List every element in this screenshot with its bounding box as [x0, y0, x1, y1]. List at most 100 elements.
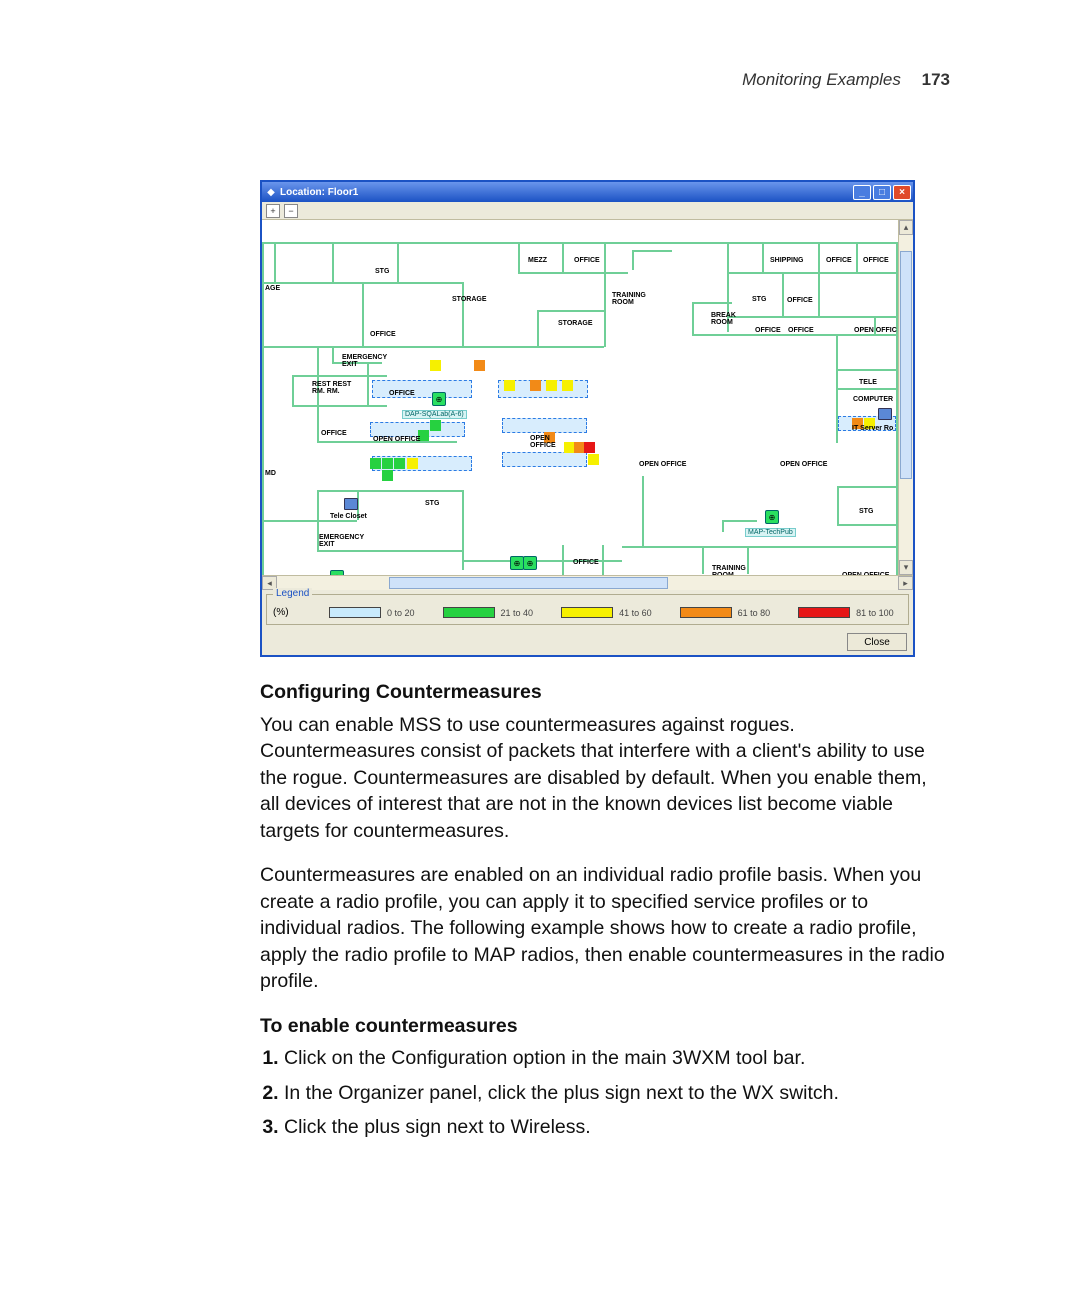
room-label: OFFICE	[389, 390, 415, 397]
legend-swatch	[561, 607, 613, 618]
room-label: TELE	[859, 379, 877, 386]
legend-item: 0 to 20	[329, 607, 415, 618]
wall	[692, 334, 898, 336]
heat-cell	[530, 380, 541, 391]
maximize-button[interactable]: □	[873, 185, 891, 200]
wall	[836, 369, 896, 371]
room-label: EMERGENCY EXIT	[342, 354, 387, 368]
wall	[632, 250, 634, 270]
wall	[562, 545, 564, 575]
floor-map[interactable]: MEZZOFFICESHIPPINGOFFICEOFFICESTGAGESTOR…	[262, 220, 913, 575]
zoom-in-icon[interactable]: +	[266, 204, 280, 218]
wall	[727, 316, 897, 318]
wall	[317, 490, 462, 492]
room-label: STG	[375, 268, 389, 275]
wall	[362, 284, 364, 346]
close-icon[interactable]: ×	[893, 185, 911, 200]
legend-label: 21 to 40	[501, 608, 534, 618]
page-number: 173	[922, 70, 950, 89]
room-label: IT Server Ro	[852, 425, 893, 432]
step-3: Click the plus sign next to Wireless.	[284, 1114, 950, 1141]
wall	[837, 524, 902, 526]
wall	[332, 242, 334, 282]
rack-icon[interactable]	[878, 408, 892, 420]
access-point-icon[interactable]: ⊕	[523, 556, 537, 570]
wall	[722, 520, 724, 532]
room-label: EMERGENCY EXIT	[319, 534, 364, 548]
heat-cell	[584, 442, 595, 453]
app-icon: ◆	[264, 187, 278, 198]
room-label: TRAINING ROOM	[712, 565, 746, 575]
wall	[317, 520, 357, 522]
heat-cell	[370, 458, 381, 469]
wall	[367, 362, 369, 405]
room-label: STORAGE	[452, 296, 487, 303]
room-label: BREAK ROOM	[711, 312, 736, 326]
room-label: REST REST RM. RM.	[312, 381, 351, 395]
wall	[692, 302, 694, 334]
heat-cell	[504, 380, 515, 391]
heat-cell	[430, 360, 441, 371]
room-label: OPEN OFFIC	[854, 327, 897, 334]
coverage-zone	[502, 418, 587, 433]
wall	[274, 242, 276, 282]
room-label: OFFICE	[826, 257, 852, 264]
room-label: OFFICE	[788, 327, 814, 334]
room-label: COMPUTER	[853, 396, 893, 403]
vertical-scrollbar[interactable]: ▴▾	[898, 220, 913, 575]
heat-cell	[474, 360, 485, 371]
room-label: Tele Closet	[330, 513, 367, 520]
wall	[727, 272, 897, 274]
heat-cell	[382, 470, 393, 481]
wall	[782, 272, 784, 316]
wall	[604, 242, 606, 347]
toolbar: + −	[262, 202, 913, 220]
zoom-out-icon[interactable]: −	[284, 204, 298, 218]
access-point-icon[interactable]: ⊕	[330, 570, 344, 575]
room-label: OFFICE	[787, 297, 813, 304]
coverage-zone	[502, 452, 587, 467]
location-window: ◆ Location: Floor1 _ □ × + − MEZZOFFICES…	[260, 180, 915, 657]
rack-icon[interactable]	[344, 498, 358, 510]
wall	[397, 242, 399, 282]
wall	[602, 545, 604, 575]
horizontal-scrollbar[interactable]: ◂▸	[262, 575, 913, 590]
room-label: OPEN OFFICE	[373, 436, 420, 443]
legend-swatch	[798, 607, 850, 618]
wall	[332, 346, 334, 362]
wall	[836, 388, 896, 390]
heat-cell	[382, 458, 393, 469]
window-title: Location: Floor1	[278, 187, 853, 198]
coverage-zone	[372, 380, 472, 398]
wall	[292, 405, 387, 407]
wall	[692, 302, 732, 304]
legend-swatch	[680, 607, 732, 618]
body-text: Configuring Countermeasures You can enab…	[260, 679, 950, 1141]
procedure-heading: To enable countermeasures	[260, 1013, 950, 1040]
paragraph-2: Countermeasures are enabled on an indivi…	[260, 862, 950, 995]
legend-swatch	[443, 607, 495, 618]
legend: Legend (%) 0 to 2021 to 4041 to 6061 to …	[266, 594, 909, 625]
wall	[262, 520, 317, 522]
room-label: OFFICE	[574, 257, 600, 264]
access-point-icon[interactable]: ⊕	[510, 556, 524, 570]
wall	[518, 242, 520, 272]
wall	[722, 520, 757, 522]
wall	[462, 490, 464, 570]
wall	[747, 546, 749, 574]
legend-label: 61 to 80	[738, 608, 771, 618]
wall	[317, 550, 462, 552]
wall	[462, 282, 464, 346]
access-point-icon[interactable]: ⊕	[432, 392, 446, 406]
legend-title: Legend	[273, 588, 312, 599]
access-point-icon[interactable]: ⊕	[765, 510, 779, 524]
wall	[518, 272, 628, 274]
room-label: OPEN OFFICE	[530, 435, 556, 449]
room-label: TRAINING ROOM	[612, 292, 646, 306]
wall	[562, 242, 564, 272]
wall	[822, 546, 898, 548]
minimize-button[interactable]: _	[853, 185, 871, 200]
close-button[interactable]: Close	[847, 633, 907, 651]
legend-item: 61 to 80	[680, 607, 771, 618]
room-label: OPEN OFFICE	[639, 461, 686, 468]
